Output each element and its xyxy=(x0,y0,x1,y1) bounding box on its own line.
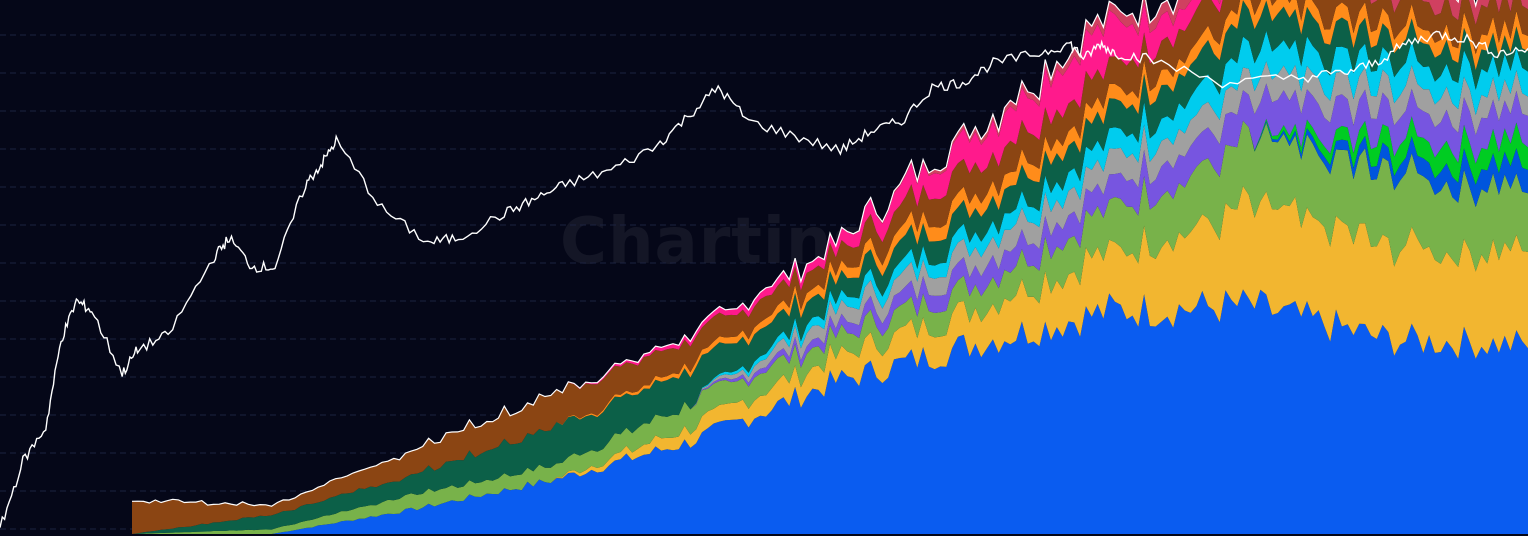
stacked-areas xyxy=(132,0,1528,535)
area-series-0 xyxy=(132,289,1528,534)
price-line xyxy=(0,30,1528,528)
stack-top-outline xyxy=(131,0,1478,507)
area-series-1 xyxy=(132,186,1528,534)
area-series-9 xyxy=(132,0,1528,534)
area-series-2 xyxy=(132,120,1528,535)
